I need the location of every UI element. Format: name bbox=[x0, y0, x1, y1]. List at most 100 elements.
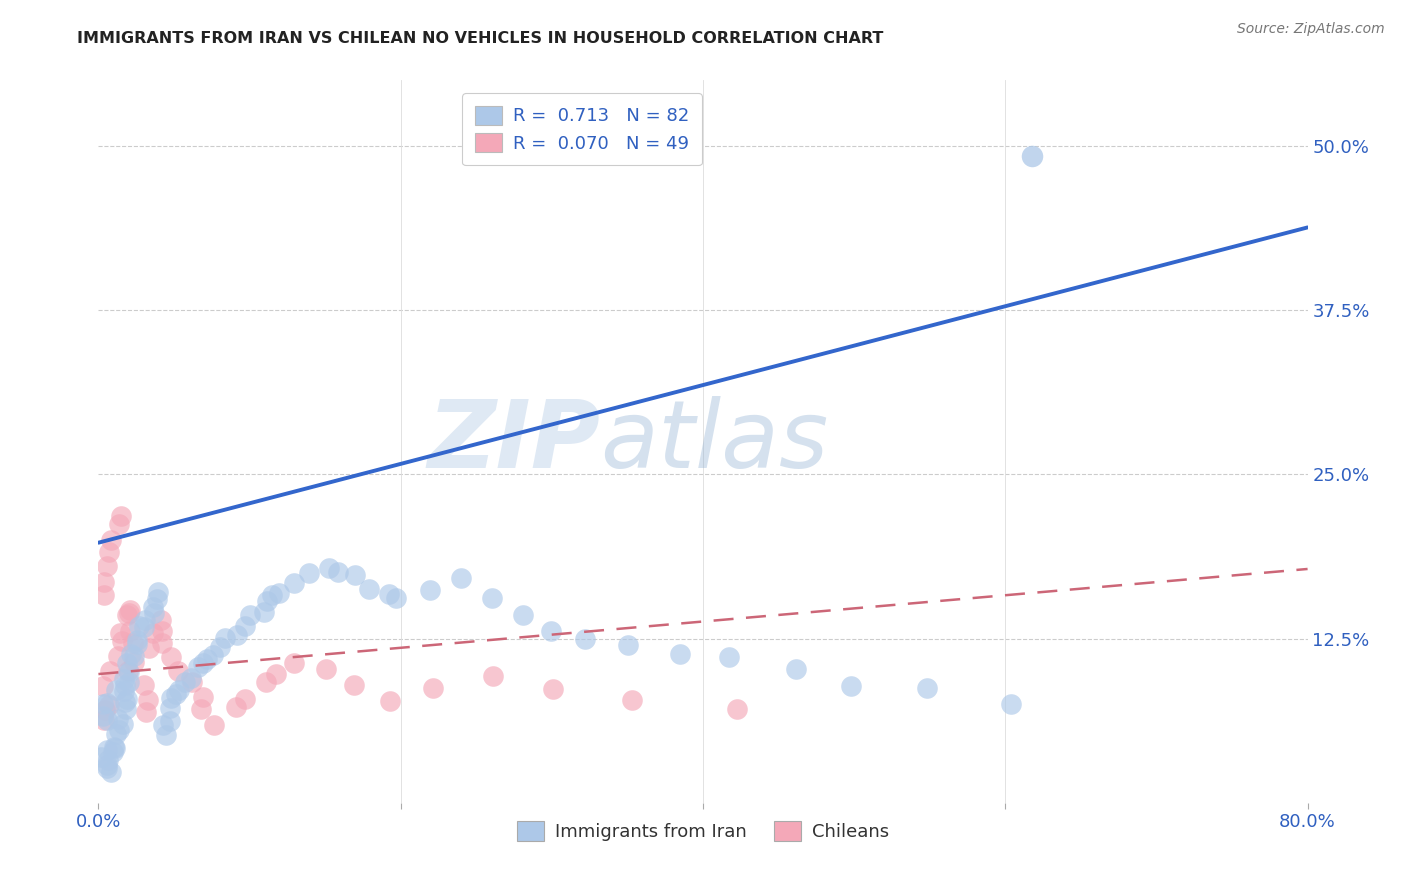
Point bbox=[135, 705, 157, 719]
Point bbox=[357, 582, 380, 596]
Point bbox=[98, 665, 121, 679]
Point bbox=[93, 574, 115, 589]
Point bbox=[204, 718, 226, 732]
Point bbox=[96, 758, 118, 772]
Point bbox=[160, 650, 183, 665]
Text: ZIP: ZIP bbox=[427, 395, 600, 488]
Point bbox=[283, 657, 305, 671]
Point bbox=[481, 591, 503, 606]
Point bbox=[297, 566, 319, 580]
Legend: Immigrants from Iran, Chileans: Immigrants from Iran, Chileans bbox=[510, 814, 896, 848]
Point bbox=[120, 624, 142, 638]
Point bbox=[115, 692, 138, 706]
Point bbox=[93, 588, 115, 602]
Point bbox=[191, 656, 214, 670]
Point bbox=[100, 764, 122, 779]
Point bbox=[97, 753, 120, 767]
Point bbox=[118, 665, 141, 680]
Point bbox=[725, 702, 748, 716]
Point bbox=[107, 648, 129, 663]
Point bbox=[318, 560, 340, 574]
Point bbox=[190, 702, 212, 716]
Text: IMMIGRANTS FROM IRAN VS CHILEAN NO VEHICLES IN HOUSEHOLD CORRELATION CHART: IMMIGRANTS FROM IRAN VS CHILEAN NO VEHIC… bbox=[77, 31, 884, 46]
Point bbox=[107, 712, 129, 726]
Point bbox=[112, 684, 135, 698]
Point bbox=[717, 649, 740, 664]
Point bbox=[191, 690, 214, 705]
Point bbox=[785, 662, 807, 676]
Point bbox=[283, 576, 305, 591]
Point bbox=[117, 664, 139, 678]
Point bbox=[96, 761, 118, 775]
Point bbox=[105, 727, 128, 741]
Point bbox=[160, 690, 183, 705]
Point bbox=[114, 702, 136, 716]
Point bbox=[118, 602, 141, 616]
Point bbox=[233, 691, 256, 706]
Point bbox=[108, 516, 131, 531]
Point bbox=[344, 568, 367, 582]
Point bbox=[839, 679, 862, 693]
Point bbox=[540, 624, 562, 638]
Point bbox=[114, 678, 136, 692]
Point bbox=[450, 571, 472, 585]
Point bbox=[512, 608, 534, 623]
Point bbox=[419, 582, 441, 597]
Point bbox=[93, 714, 115, 728]
Point bbox=[91, 709, 114, 723]
Point bbox=[181, 675, 204, 690]
Point bbox=[120, 647, 142, 661]
Point bbox=[104, 682, 127, 697]
Point bbox=[117, 656, 139, 670]
Point bbox=[142, 606, 165, 620]
Point bbox=[482, 669, 505, 683]
Point bbox=[155, 728, 177, 742]
Point bbox=[253, 605, 276, 619]
Point bbox=[342, 678, 364, 692]
Point bbox=[94, 702, 117, 716]
Point bbox=[96, 713, 118, 727]
Point bbox=[385, 591, 408, 606]
Point bbox=[214, 631, 236, 645]
Point bbox=[152, 718, 174, 732]
Point bbox=[1000, 698, 1022, 712]
Point bbox=[134, 620, 156, 634]
Point bbox=[266, 666, 288, 681]
Point bbox=[124, 649, 146, 664]
Point bbox=[267, 586, 290, 600]
Point bbox=[180, 671, 202, 685]
Point bbox=[128, 618, 150, 632]
Point bbox=[141, 626, 163, 640]
Text: atlas: atlas bbox=[600, 396, 828, 487]
Point bbox=[96, 696, 118, 710]
Point bbox=[118, 607, 141, 621]
Point bbox=[150, 636, 173, 650]
Point bbox=[118, 675, 141, 690]
Point bbox=[93, 679, 115, 693]
Point bbox=[315, 662, 337, 676]
Point bbox=[1021, 149, 1043, 163]
Point bbox=[422, 681, 444, 696]
Point bbox=[122, 655, 145, 669]
Point bbox=[142, 599, 165, 614]
Point bbox=[96, 743, 118, 757]
Point bbox=[167, 665, 190, 679]
Point bbox=[125, 632, 148, 647]
Point bbox=[174, 674, 197, 689]
Point bbox=[225, 628, 247, 642]
Point bbox=[380, 694, 402, 708]
Point bbox=[195, 652, 218, 666]
Point bbox=[669, 647, 692, 661]
Point bbox=[209, 640, 232, 654]
Point bbox=[91, 697, 114, 711]
Point bbox=[122, 636, 145, 650]
Point bbox=[574, 632, 596, 647]
Point bbox=[159, 714, 181, 728]
Point bbox=[98, 545, 121, 559]
Point bbox=[377, 587, 399, 601]
Point bbox=[233, 619, 256, 633]
Point bbox=[150, 624, 173, 638]
Point bbox=[159, 700, 181, 714]
Point bbox=[114, 672, 136, 686]
Point bbox=[90, 750, 112, 764]
